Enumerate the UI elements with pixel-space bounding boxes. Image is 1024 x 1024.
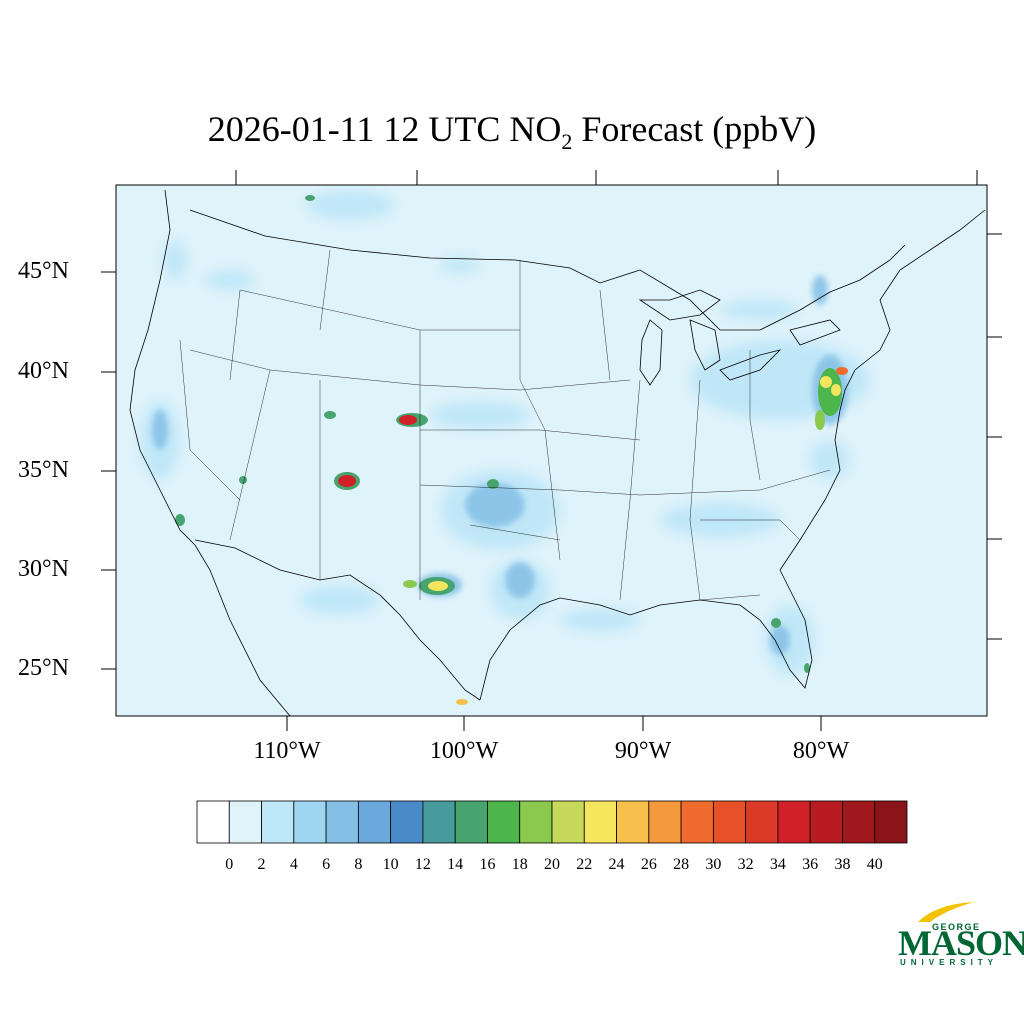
colorbar-swatch	[487, 800, 521, 844]
colorbar-tick-label: 18	[511, 856, 528, 873]
hotspot-tampa	[771, 618, 781, 628]
lat-label-40: 40°N	[18, 358, 69, 384]
lon-label-90w: 90°W	[614, 738, 672, 764]
colorbar-tick-label: 28	[673, 856, 690, 873]
title-subscript: 2	[561, 129, 573, 155]
logo-top: GEORGE	[932, 922, 981, 932]
colorbar-tick-label: 0	[225, 856, 234, 873]
hotspot-permian-basin	[403, 577, 455, 595]
colorbar-tick-label: 8	[354, 856, 363, 873]
colorbar-tick-label: 14	[447, 856, 464, 873]
right-axis-ticks	[987, 233, 1002, 640]
george-mason-logo: MASON GEORGE UNIVERSITY	[898, 902, 1024, 972]
lat-label-25: 25°N	[18, 655, 69, 681]
colorbar-tick-label: 34	[769, 856, 786, 873]
colorbar-tick-label: 24	[608, 856, 625, 873]
colorbar-swatch	[777, 800, 811, 844]
hotspot-calgary	[305, 195, 315, 201]
colorbar-tick-label: 30	[705, 856, 722, 873]
map-frame	[115, 184, 988, 717]
colorbar-swatch	[874, 800, 908, 844]
map-title: 2026-01-11 12 UTC NO2 Forecast (ppbV)	[0, 0, 1024, 160]
colorbar-swatch	[390, 800, 424, 844]
political-boundaries	[129, 189, 986, 716]
logo-bottom: UNIVERSITY	[900, 958, 999, 967]
colorbar-swatch	[712, 800, 747, 844]
bottom-axis-ticks	[286, 716, 822, 731]
lon-label-110w: 110°W	[253, 738, 321, 764]
colorbar-swatch	[357, 800, 392, 844]
low-concentration-plumes	[140, 190, 870, 675]
colorbar-swatch	[842, 800, 876, 844]
lon-label-80w: 80°W	[792, 738, 850, 764]
colorbar-tick-label: 12	[414, 856, 431, 873]
colorbar-swatch	[228, 800, 262, 844]
title-prefix: 2026-01-11 12 UTC NO	[207, 109, 562, 149]
no2-forecast-map	[101, 170, 1002, 731]
hotspot-los-angeles	[175, 514, 185, 526]
colorbar-tick-label: 32	[737, 856, 754, 873]
hotspot-northeast-corridor	[815, 367, 848, 430]
colorbar-tick-label: 10	[382, 856, 399, 873]
hotspot-oklahoma-city	[487, 479, 499, 489]
lat-label-30: 30°N	[18, 556, 69, 582]
map-background	[116, 185, 987, 716]
colorbar-swatch	[551, 800, 585, 844]
colorbar-tick-label: 4	[289, 856, 298, 873]
hotspot-miami	[804, 663, 810, 673]
colorbar	[196, 800, 908, 844]
colorbar-tick-label: 6	[322, 856, 331, 873]
colorbar-swatch	[745, 800, 779, 844]
colorbar-swatch	[583, 800, 617, 844]
colorbar-swatch	[422, 800, 456, 844]
colorbar-swatch	[261, 800, 295, 844]
colorbar-tick-label: 26	[640, 856, 657, 873]
colorbar-swatch	[519, 800, 553, 844]
colorbar-swatch	[648, 800, 682, 844]
hotspot-denver	[396, 413, 428, 427]
top-axis-ticks	[235, 170, 978, 185]
colorbar-tick-label: 36	[802, 856, 819, 873]
logo-main: MASON	[898, 923, 1024, 963]
colorbar-swatch	[454, 800, 488, 844]
colorbar-tick-label: 16	[479, 856, 496, 873]
colorbar-swatch	[293, 800, 327, 844]
left-axis-ticks	[101, 271, 116, 670]
colorbar-swatch	[325, 800, 359, 844]
title-suffix: Forecast (ppbV)	[572, 109, 817, 149]
hotspot-salt-lake-city	[324, 411, 336, 419]
hotspot-albuquerque	[334, 472, 360, 490]
colorbar-tick-label: 40	[866, 856, 883, 873]
lat-label-45: 45°N	[18, 258, 69, 284]
colorbar-tick-label: 22	[576, 856, 593, 873]
hotspot-monterrey	[456, 699, 468, 705]
hotspot-las-vegas	[239, 476, 247, 484]
lon-label-100w: 100°W	[429, 738, 499, 764]
colorbar-swatch	[196, 800, 230, 844]
logo-swoosh-icon	[918, 902, 974, 922]
colorbar-swatch	[680, 800, 714, 844]
colorbar-tick-label: 2	[257, 856, 266, 873]
colorbar-swatch	[809, 800, 843, 844]
state-lines	[179, 249, 831, 601]
colorbar-tick-label: 38	[834, 856, 851, 873]
colorbar-tick-label: 20	[544, 856, 560, 873]
colorbar-swatch	[616, 800, 650, 844]
lat-label-35: 35°N	[18, 457, 69, 483]
